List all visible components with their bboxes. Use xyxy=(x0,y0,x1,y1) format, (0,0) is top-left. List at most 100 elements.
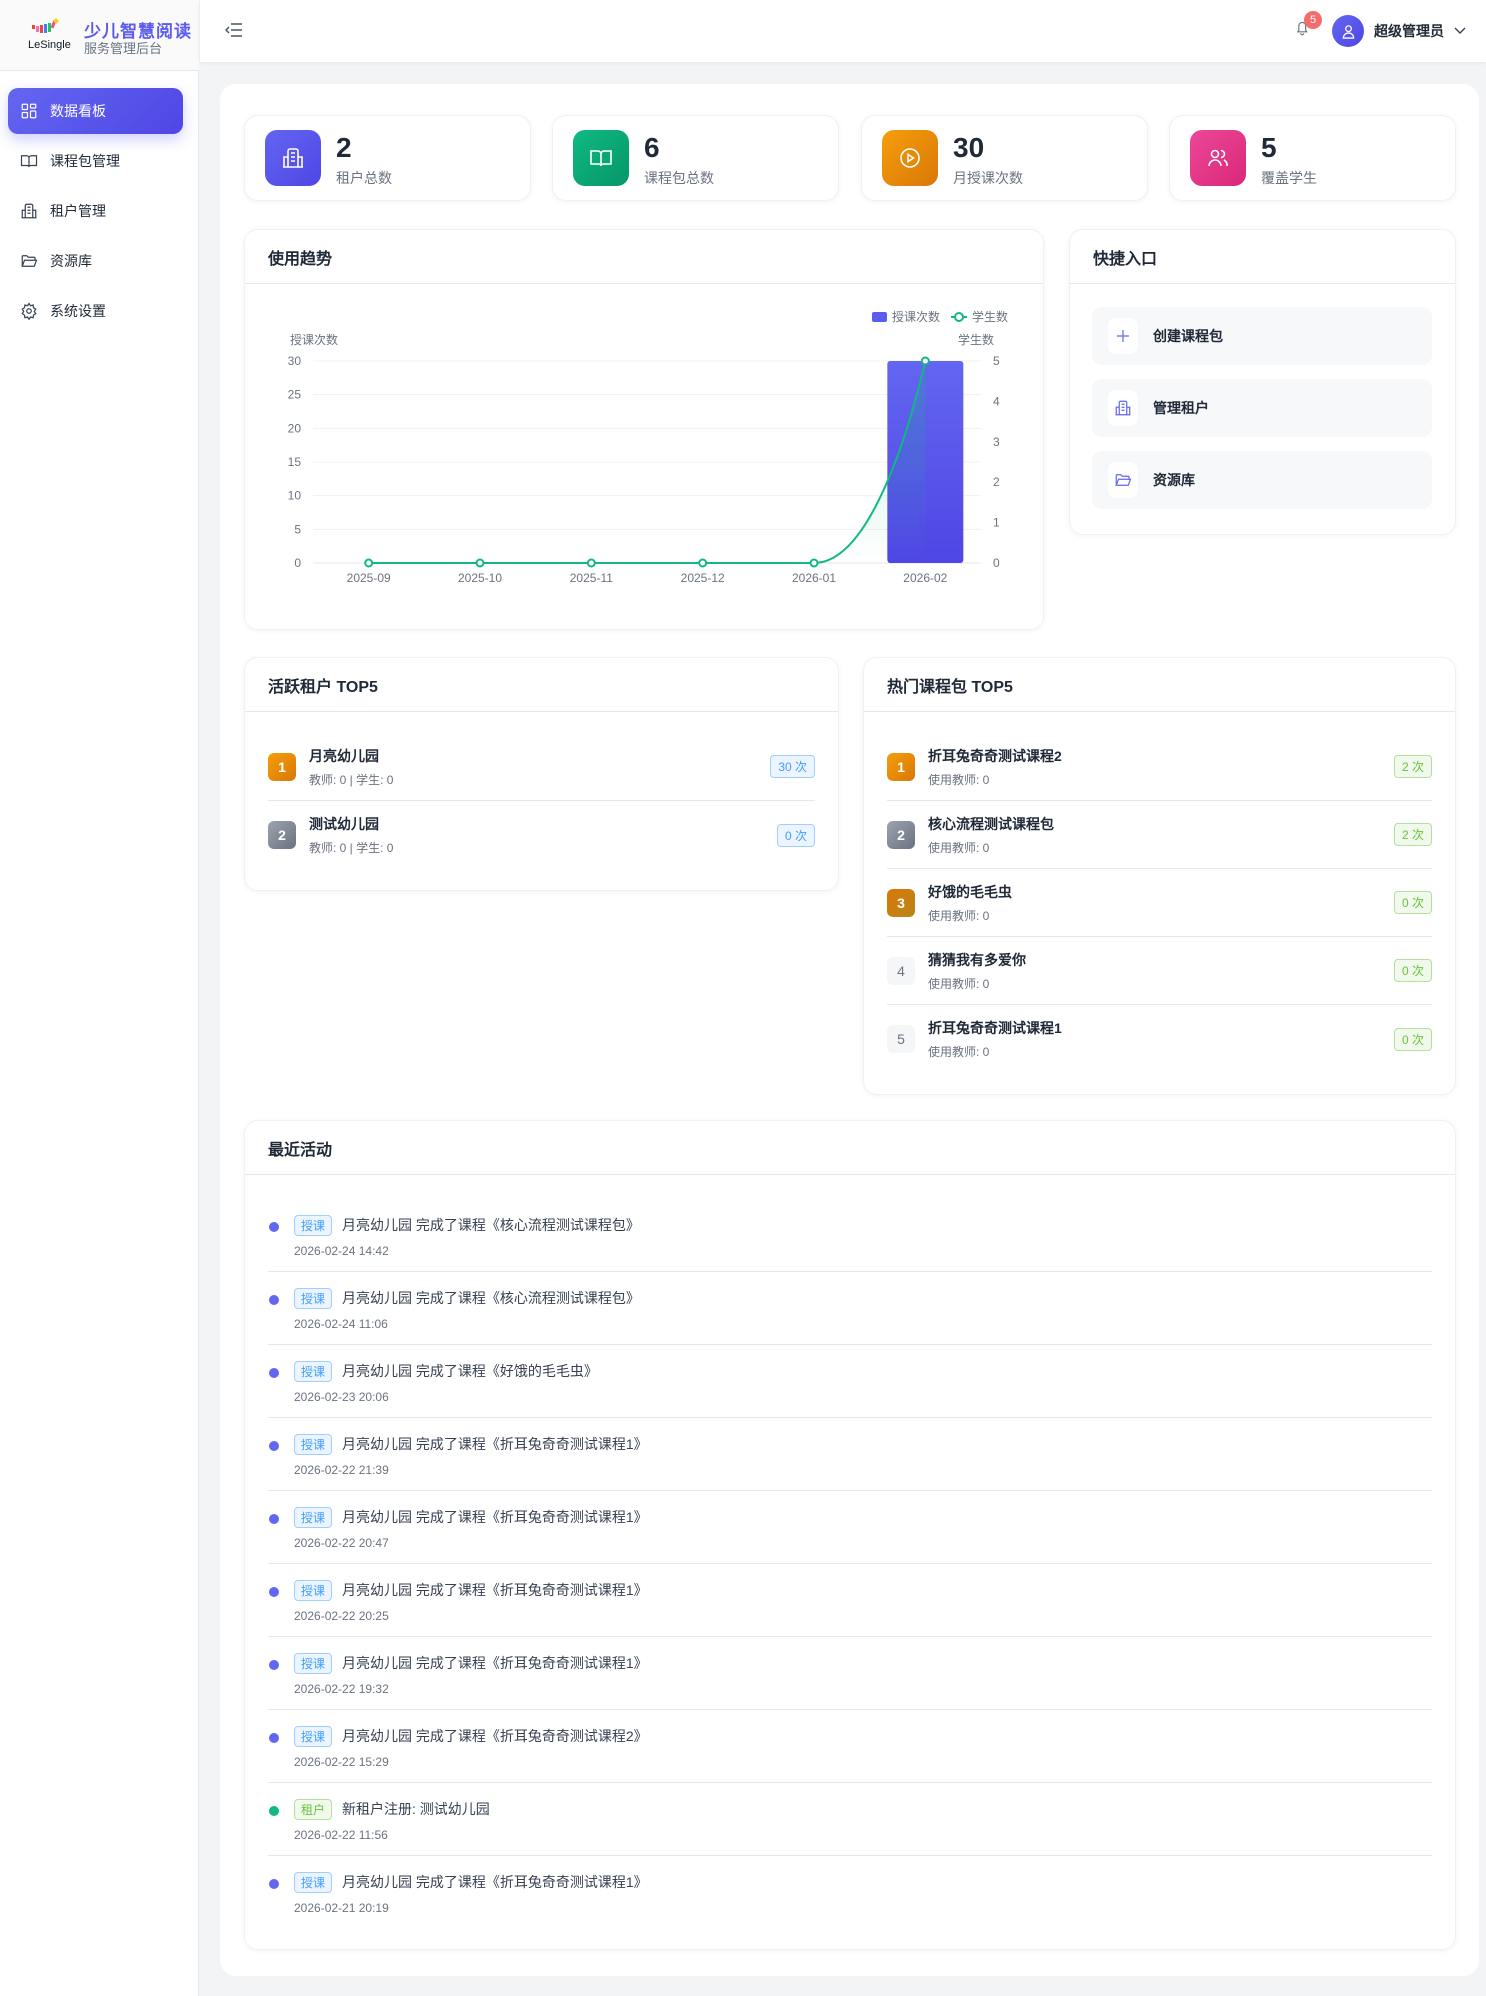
trend-title: 使用趋势 xyxy=(245,230,1043,284)
activity-dot xyxy=(269,1295,279,1305)
tenants-row[interactable]: 1 月亮幼儿园 教师: 0 | 学生: 0 30 次 xyxy=(268,733,815,801)
activity-item: 授课 月亮幼儿园 完成了课程《核心流程测试课程包》 2026-02-24 11:… xyxy=(268,1272,1432,1345)
rank-badge: 4 xyxy=(887,956,915,985)
sidebar-item-label: 租户管理 xyxy=(50,203,106,219)
line-point xyxy=(698,558,708,568)
quick-entry-2[interactable]: 资源库 xyxy=(1092,451,1432,509)
activity-tag: 授课 xyxy=(294,1361,333,1382)
count-badge: 2 次 xyxy=(1393,823,1432,846)
activity-time: 2026-02-24 14:42 xyxy=(294,1244,389,1258)
brand-subtitle: 服务管理后台 xyxy=(84,41,163,56)
item-name: 折耳兔奇奇测试课程1 xyxy=(928,1020,1062,1036)
stat-card: 2 租户总数 xyxy=(244,115,531,201)
building-icon xyxy=(1115,400,1131,416)
stat-card: 6 课程包总数 xyxy=(552,115,839,201)
activity-text: 月亮幼儿园 完成了课程《折耳兔奇奇测试课程1》 xyxy=(342,1655,648,1671)
activity-item: 授课 月亮幼儿园 完成了课程《好饿的毛毛虫》 2026-02-23 20:06 xyxy=(268,1345,1432,1418)
notification-button[interactable]: 5 xyxy=(1294,11,1322,42)
sidebar-item-1[interactable]: 课程包管理 xyxy=(8,138,183,184)
sidebar-item-3[interactable]: 资源库 xyxy=(8,238,183,284)
activity-item: 授课 月亮幼儿园 完成了课程《折耳兔奇奇测试课程1》 2026-02-22 21… xyxy=(268,1418,1432,1491)
user-menu[interactable]: 超级管理员 xyxy=(1332,15,1466,47)
activity-item: 授课 月亮幼儿园 完成了课程《折耳兔奇奇测试课程1》 2026-02-22 19… xyxy=(268,1637,1432,1710)
activity-item: 授课 月亮幼儿园 完成了课程《核心流程测试课程包》 2026-02-24 14:… xyxy=(268,1199,1432,1272)
legend-bar-label: 授课次数 xyxy=(892,309,940,324)
x-tick: 2026-01 xyxy=(792,571,836,585)
courses-row[interactable]: 4 猜猜我有多爱你 使用教师: 0 0 次 xyxy=(887,937,1432,1005)
activity-text: 月亮幼儿园 完成了课程《折耳兔奇奇测试课程2》 xyxy=(342,1728,648,1744)
courses-row[interactable]: 2 核心流程测试课程包 使用教师: 0 2 次 xyxy=(887,801,1432,869)
sidebar: LeSingle 少儿智慧阅读 服务管理后台 数据看板课程包管理租户管理资源库系… xyxy=(0,0,199,1996)
stat-label: 月授课次数 xyxy=(953,170,1023,186)
brand[interactable]: LeSingle 少儿智慧阅读 服务管理后台 xyxy=(0,0,199,71)
sidebar-item-label: 数据看板 xyxy=(50,103,106,119)
activity-time: 2026-02-23 20:06 xyxy=(294,1390,389,1404)
activity-item: 授课 月亮幼儿园 完成了课程《折耳兔奇奇测试课程1》 2026-02-22 20… xyxy=(268,1564,1432,1637)
item-name: 折耳兔奇奇测试课程2 xyxy=(928,747,1062,764)
play-circle-icon xyxy=(900,148,920,168)
y-left-tick: 30 xyxy=(288,354,302,368)
courses-row[interactable]: 1 折耳兔奇奇测试课程2 使用教师: 0 2 次 xyxy=(887,733,1432,801)
sidebar-item-0[interactable]: 数据看板 xyxy=(8,88,183,134)
y-left-tick: 5 xyxy=(294,522,301,536)
quick-entry-label: 创建课程包 xyxy=(1153,328,1223,344)
gear-icon xyxy=(21,302,37,320)
svg-text:LeSingle: LeSingle xyxy=(28,39,71,51)
sidebar-item-label: 系统设置 xyxy=(50,303,106,319)
rank-badge: 1 xyxy=(887,752,915,781)
building-icon xyxy=(283,148,303,168)
user-name: 超级管理员 xyxy=(1374,23,1444,39)
courses-row[interactable]: 3 好饿的毛毛虫 使用教师: 0 0 次 xyxy=(887,869,1432,937)
sidebar-item-label: 课程包管理 xyxy=(50,153,120,169)
activity-tag: 授课 xyxy=(294,1215,333,1236)
recent-activity-card: 最近活动 授课 月亮幼儿园 完成了课程《核心流程测试课程包》 2026-02-2… xyxy=(244,1120,1456,1950)
activity-tag: 授课 xyxy=(294,1872,333,1893)
activity-time: 2026-02-21 20:19 xyxy=(294,1901,389,1915)
bell-icon xyxy=(1296,21,1308,36)
stat-value: 2 xyxy=(336,132,352,163)
activity-tag: 授课 xyxy=(294,1580,333,1601)
activity-dot xyxy=(269,1368,279,1378)
stat-icon-box xyxy=(882,130,938,186)
line-point xyxy=(920,356,930,366)
collapse-menu-icon[interactable] xyxy=(225,22,243,38)
legend-line-label: 学生数 xyxy=(972,309,1008,324)
legend-line-marker xyxy=(954,312,964,322)
line-series xyxy=(368,360,927,564)
activity-text: 月亮幼儿园 完成了课程《折耳兔奇奇测试课程1》 xyxy=(342,1509,648,1525)
activity-tag: 授课 xyxy=(294,1507,333,1528)
activity-text: 月亮幼儿园 完成了课程《好饿的毛毛虫》 xyxy=(342,1363,598,1379)
stat-icon-box xyxy=(1190,130,1246,186)
x-tick: 2025-11 xyxy=(570,571,613,585)
notification-badge: 5 xyxy=(1304,11,1322,29)
quick-entry-0[interactable]: 创建课程包 xyxy=(1092,307,1432,365)
activity-dot xyxy=(269,1879,279,1889)
courses-row[interactable]: 5 折耳兔奇奇测试课程1 使用教师: 0 0 次 xyxy=(887,1005,1432,1073)
y-left-tick: 25 xyxy=(288,388,302,402)
tenants-row[interactable]: 2 测试幼儿园 教师: 0 | 学生: 0 0 次 xyxy=(268,801,815,869)
activity-dot xyxy=(269,1733,279,1743)
stat-label: 租户总数 xyxy=(336,170,392,186)
hot-courses-card: 热门课程包 TOP5 1 折耳兔奇奇测试课程2 使用教师: 0 2 次 2 核心… xyxy=(863,657,1456,1095)
item-meta: 使用教师: 0 xyxy=(928,840,990,855)
item-meta: 使用教师: 0 xyxy=(928,976,990,991)
line-point xyxy=(364,558,374,568)
stat-icon-box xyxy=(573,130,629,186)
activity-tag: 授课 xyxy=(294,1288,333,1309)
activity-tag: 授课 xyxy=(294,1653,333,1674)
quick-entry-label: 资源库 xyxy=(1153,472,1195,488)
sidebar-item-4[interactable]: 系统设置 xyxy=(8,288,183,334)
stat-icon-box xyxy=(265,130,321,186)
hot-courses-title: 热门课程包 TOP5 xyxy=(864,658,1455,712)
x-tick: 2026-02 xyxy=(903,571,947,585)
sidebar-item-2[interactable]: 租户管理 xyxy=(8,188,183,234)
y-left-tick: 15 xyxy=(288,455,302,469)
count-badge: 0 次 xyxy=(1393,1027,1432,1051)
item-name: 好饿的毛毛虫 xyxy=(928,883,1012,900)
activity-item: 租户 新租户注册: 测试幼儿园 2026-02-22 11:56 xyxy=(268,1783,1432,1856)
quick-entry-1[interactable]: 管理租户 xyxy=(1092,379,1432,437)
y-right-tick: 5 xyxy=(993,354,1000,368)
activity-time: 2026-02-22 15:29 xyxy=(294,1755,389,1769)
count-badge: 0 次 xyxy=(776,823,815,847)
